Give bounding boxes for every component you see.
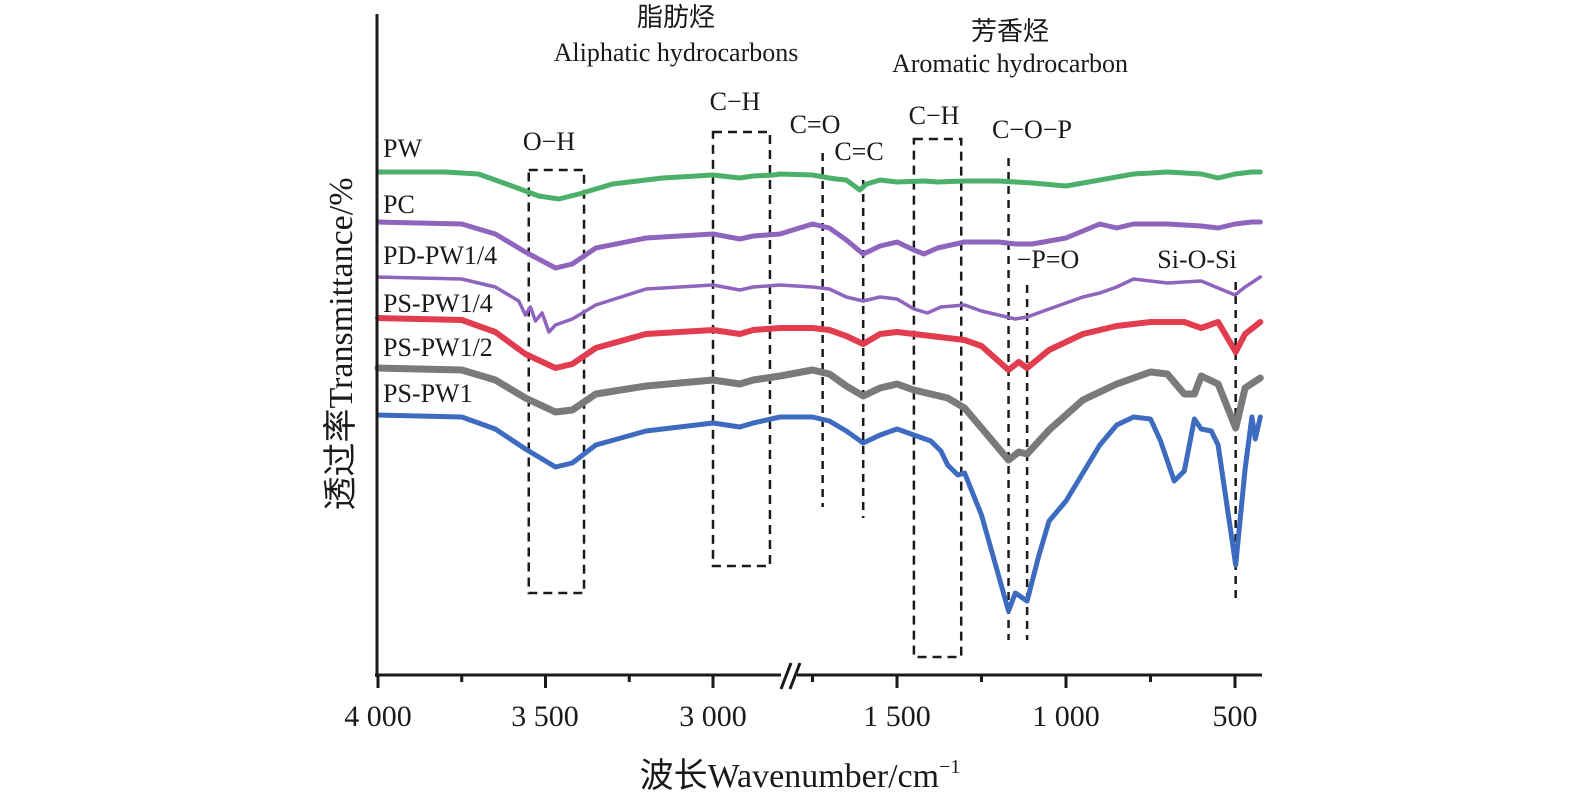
series-label-pc: PC bbox=[383, 190, 415, 219]
annotation-label-5: C−O−P bbox=[992, 115, 1072, 144]
annotation-label-4: C−H bbox=[909, 101, 960, 130]
band-title-aromatic-cn: 芳香烃 bbox=[971, 17, 1049, 46]
axis-break-mark-1 bbox=[779, 662, 793, 690]
axis-break-mark-2 bbox=[788, 662, 802, 690]
series-label-ps-pw1-2: PS-PW1/2 bbox=[383, 333, 493, 362]
annotation-layer: O−H C−H C=OC=C C−H C−O−P −P=O Si-O-Si bbox=[523, 87, 1237, 659]
series-line-pd-pw1-4 bbox=[376, 275, 1263, 334]
series-line-ps-pw1-blue bbox=[375, 412, 1263, 614]
x-ticks bbox=[376, 675, 1237, 688]
x-tick-label-1500: 1 500 bbox=[863, 700, 931, 733]
annotation-box-0 bbox=[527, 168, 586, 595]
annotation-box-4 bbox=[912, 137, 963, 659]
x-axis-title: 波长Wavenumber/cm−1 bbox=[640, 756, 961, 795]
series-label-pd-pw1-4: PD-PW1/4 bbox=[383, 241, 497, 270]
series-line-ps-pw1-2 bbox=[375, 315, 1264, 373]
x-axis-title-sup: −1 bbox=[939, 756, 960, 778]
annotation-label-7: Si-O-Si bbox=[1157, 245, 1236, 274]
annotation-label-6: −P=O bbox=[1017, 245, 1080, 274]
x-axis-title-main: 波长Wavenumber/cm bbox=[640, 757, 939, 795]
band-title-aliphatic-en: Aliphatic hydrocarbons bbox=[554, 38, 799, 67]
series-label-ps-pw1: PS-PW1 bbox=[383, 379, 473, 408]
series-label-pw: PW bbox=[383, 134, 422, 163]
x-tick-label-3000: 3 000 bbox=[679, 700, 747, 733]
band-title-aromatic-en: Aromatic hydrocarbon bbox=[892, 49, 1128, 78]
annotation-label-1: C−H bbox=[710, 87, 761, 116]
series-label-ps-pw1-4: PS-PW1/4 bbox=[383, 289, 493, 318]
series-layer bbox=[374, 169, 1264, 614]
series-line-ps-pw1 bbox=[374, 364, 1264, 464]
annotation-box-1 bbox=[711, 130, 772, 568]
band-title-aliphatic-cn: 脂肪烃 bbox=[637, 3, 715, 32]
annotation-label-2: C=O bbox=[790, 110, 841, 139]
y-axis-title: 透过率Transmittance/% bbox=[322, 177, 360, 510]
x-tick-label-3500: 3 500 bbox=[511, 700, 579, 733]
annotation-label-0: O−H bbox=[523, 127, 575, 156]
x-tick-label-500: 500 bbox=[1213, 700, 1258, 733]
x-tick-label-1000: 1 000 bbox=[1032, 700, 1100, 733]
series-line-pw bbox=[375, 169, 1263, 202]
annotation-label-3: C=C bbox=[834, 137, 883, 166]
x-tick-label-4000: 4 000 bbox=[344, 700, 412, 733]
series-line-pc bbox=[375, 219, 1263, 271]
